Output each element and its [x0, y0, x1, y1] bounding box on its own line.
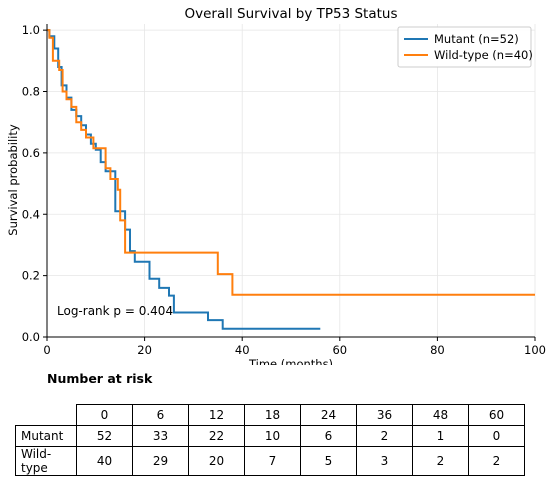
risk-table-row-label: Wild-type [15, 446, 77, 476]
y-tick-label: 1.0 [22, 23, 40, 37]
risk-table-time: 36 [356, 404, 413, 426]
grid [46, 24, 536, 338]
risk-table-row: Wild-type 40 29 20 7 5 3 2 2 [15, 446, 525, 476]
x-tick-label: 60 [332, 343, 347, 357]
y-tick-label: 0.6 [22, 146, 40, 160]
risk-table-row-label: Mutant [15, 425, 77, 447]
chart-title: Overall Survival by TP53 Status [185, 6, 398, 22]
legend: Mutant (n=52) Wild-type (n=40) [397, 26, 533, 68]
risk-table-cell: 40 [76, 446, 133, 476]
risk-table-time: 6 [132, 404, 189, 426]
x-tick-label: 40 [235, 343, 250, 357]
y-tick-label: 0.8 [22, 85, 40, 99]
y-tick-label: 0.0 [22, 330, 40, 344]
legend-label: Mutant (n=52) [434, 32, 519, 46]
y-tick-label: 0.2 [22, 269, 40, 283]
legend-label: Wild-type (n=40) [434, 48, 533, 62]
risk-table-cell: 10 [244, 425, 301, 447]
y-tick-label: 0.4 [22, 207, 40, 221]
risk-table-cell: 22 [188, 425, 245, 447]
survival-curve-mutant [47, 29, 321, 330]
x-tick-label: 0 [43, 343, 50, 357]
risk-table-cell: 0 [468, 425, 525, 447]
risk-table-time: 0 [76, 404, 133, 426]
risk-table-row: Mutant 52 33 22 10 6 2 1 0 [15, 425, 525, 447]
risk-table-time: 48 [412, 404, 469, 426]
x-axis-label: Time (months) [248, 357, 333, 365]
survival-curve-wild-type [47, 29, 535, 296]
risk-table-cell: 1 [412, 425, 469, 447]
risk-table-cell: 20 [188, 446, 245, 476]
risk-table-cell: 2 [356, 425, 413, 447]
x-ticks: 0 20 40 60 80 100 [43, 337, 546, 357]
series-layer [47, 29, 535, 330]
risk-table-cell: 33 [132, 425, 189, 447]
risk-table-cell: 2 [412, 446, 469, 476]
legend-box [397, 26, 532, 68]
x-tick-label: 100 [524, 343, 546, 357]
risk-table-time: 18 [244, 404, 301, 426]
risk-table-time: 12 [188, 404, 245, 426]
survival-chart: Overall Survival by TP53 Status 0 20 40 60 8… [6, 6, 546, 365]
risk-table-cell: 3 [356, 446, 413, 476]
risk-table-time: 60 [468, 404, 525, 426]
risk-table-corner [16, 405, 77, 426]
x-tick-label: 80 [430, 343, 445, 357]
risk-table-cell: 52 [76, 425, 133, 447]
logrank-annotation: Log-rank p = 0.404 [57, 304, 173, 318]
risk-table-cell: 29 [132, 446, 189, 476]
axes [46, 24, 535, 338]
risk-table-title: Number at risk [47, 371, 153, 386]
x-tick-label: 20 [137, 343, 152, 357]
risk-table-time: 24 [300, 404, 357, 426]
risk-table-header-row: 0 6 12 18 24 36 48 60 [16, 404, 525, 426]
y-axis-label: Survival probability [6, 124, 20, 236]
risk-table-cell: 6 [300, 425, 357, 447]
risk-table-cell: 7 [244, 446, 301, 476]
y-ticks: 0.0 0.2 0.4 0.6 0.8 1.0 [22, 23, 47, 344]
risk-table-cell: 5 [300, 446, 357, 476]
risk-table: 0 6 12 18 24 36 48 60 Mutant 52 33 22 10 6 2 1 0 Wild-typ… [15, 404, 525, 476]
risk-table-cell: 2 [468, 446, 525, 476]
